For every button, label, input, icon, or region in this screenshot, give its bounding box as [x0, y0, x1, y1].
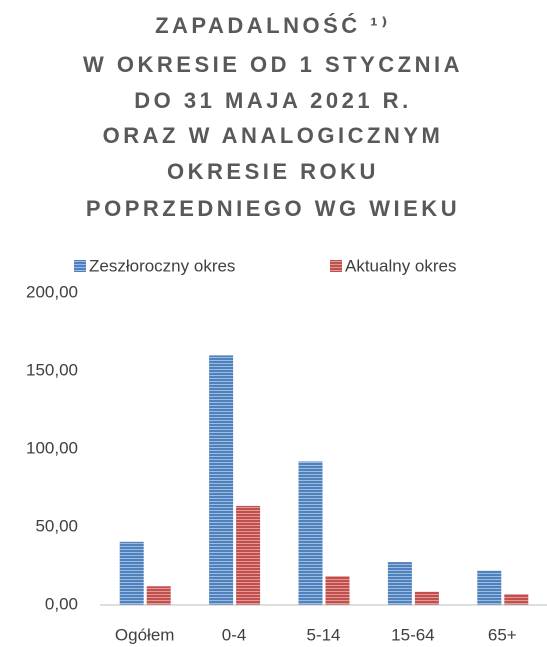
y-tick-label: 100,00: [26, 438, 78, 457]
y-tick-label: 0,00: [45, 594, 78, 613]
legend-swatch: [330, 260, 342, 272]
bar: [119, 541, 144, 605]
chart-title: ZAPADALNOŚĆ ¹⁾: [155, 13, 391, 38]
bar: [387, 562, 412, 605]
x-tick-label: 15-64: [391, 625, 434, 644]
bar: [477, 570, 502, 605]
legend-swatch: [74, 260, 86, 272]
bar: [414, 591, 439, 605]
y-tick-label: 200,00: [26, 282, 78, 301]
legend-label: Aktualny okres: [345, 256, 457, 275]
chart-title: OKRESIE ROKU: [167, 159, 379, 184]
chart-title: W OKRESIE OD 1 STYCZNIA: [83, 52, 463, 77]
bar: [146, 586, 171, 605]
y-tick-label: 50,00: [35, 516, 78, 535]
chart-title: POPRZEDNIEGO WG WIEKU: [86, 196, 460, 221]
chart-title: ORAZ W ANALOGICZNYM: [103, 123, 444, 148]
bar: [236, 505, 261, 605]
x-tick-label: 0-4: [222, 625, 247, 644]
bar: [298, 461, 323, 605]
chart-title: DO 31 MAJA 2021 R.: [134, 88, 411, 113]
y-tick-label: 150,00: [26, 360, 78, 379]
bar: [209, 355, 234, 605]
x-tick-label: 65+: [488, 625, 517, 644]
legend-label: Zeszłoroczny okres: [89, 256, 235, 275]
x-tick-label: Ogółem: [115, 625, 175, 644]
bar: [504, 594, 529, 605]
x-tick-label: 5-14: [306, 625, 340, 644]
bar: [325, 576, 350, 605]
